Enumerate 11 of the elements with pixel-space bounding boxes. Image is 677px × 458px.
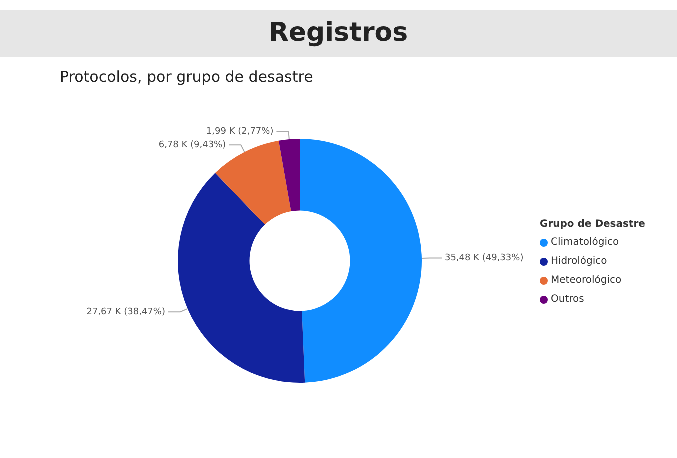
legend-label: Hidrológico xyxy=(551,256,608,267)
legend-label: Meteorológico xyxy=(551,275,622,286)
chart-subtitle: Protocolos, por grupo de desastre xyxy=(60,68,314,86)
chart-title: Registros xyxy=(0,10,677,57)
data-label: 27,67 K (38,47%) xyxy=(86,307,166,318)
data-label: 6,78 K (9,43%) xyxy=(158,140,226,150)
data-label: 1,99 K (2,77%) xyxy=(206,126,274,137)
data-label: 35,48 K (49,33%) xyxy=(444,254,524,264)
legend-title: Grupo de Desastre xyxy=(540,219,646,230)
legend-label: Outros xyxy=(551,294,584,305)
legend-label: Climatológico xyxy=(551,237,620,248)
